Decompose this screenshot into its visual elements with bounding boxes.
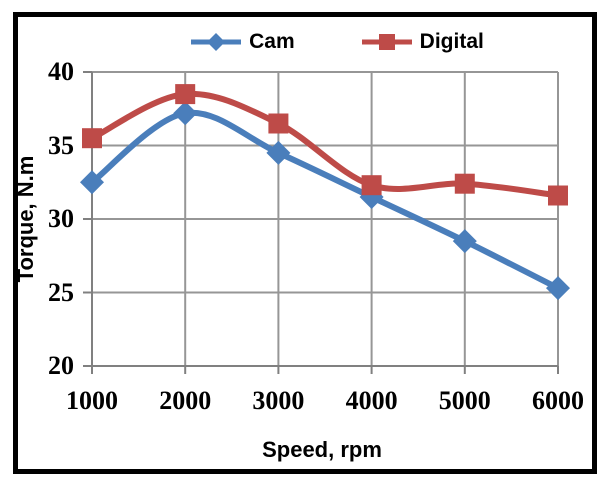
legend-item-digital: Digital — [361, 30, 484, 54]
x-tick-label: 6000 — [532, 386, 584, 415]
y-tick-label: 40 — [48, 57, 74, 86]
legend-label-digital: Digital — [419, 30, 484, 53]
legend-label-cam: Cam — [249, 30, 295, 53]
series-line-cam — [89, 109, 561, 292]
x-axis-title: Speed, rpm — [262, 437, 382, 462]
y-tick-label: 25 — [48, 277, 74, 307]
x-tick-label: 2000 — [159, 386, 212, 415]
chart-frame — [13, 12, 597, 474]
y-tick-label: 30 — [48, 204, 74, 233]
square-marker-digital — [175, 84, 196, 105]
square-marker-digital — [454, 173, 475, 194]
x-tick-label: 3000 — [252, 386, 305, 415]
diamond-marker-cam — [266, 140, 291, 165]
y-tick-label: 35 — [48, 130, 74, 160]
x-tick-label: 4000 — [345, 386, 398, 415]
y-axis-title: Torque, N.m — [13, 155, 38, 283]
square-marker-digital — [268, 113, 289, 134]
square-marker-digital — [361, 175, 382, 196]
legend-item-cam: Cam — [190, 30, 295, 54]
legend: Cam Digital — [0, 30, 610, 54]
digital-line-square-icon — [361, 34, 412, 50]
diamond-marker-cam — [173, 101, 198, 126]
cam-line-diamond-icon — [191, 33, 242, 51]
diamond-marker-cam — [546, 276, 570, 301]
square-marker-digital — [548, 185, 568, 206]
diamond-marker-cam — [452, 229, 477, 254]
x-tick-label: 1000 — [66, 386, 118, 415]
diamond-marker-cam — [80, 170, 104, 195]
y-tick-label: 20 — [48, 351, 74, 380]
square-marker-digital — [82, 128, 102, 149]
x-tick-label: 5000 — [438, 386, 491, 415]
